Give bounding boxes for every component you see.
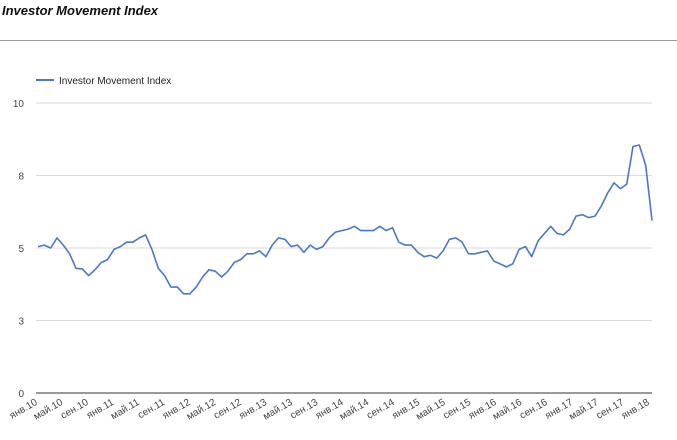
series-layer <box>37 144 653 295</box>
title-divider <box>0 40 677 41</box>
gridlines <box>36 102 652 394</box>
y-tick-label: 5 <box>18 244 24 255</box>
page-title: Investor Movement Index <box>2 3 159 18</box>
y-tick-label: 0 <box>18 389 24 400</box>
y-axis-ticks: 0 3 5 8 10 <box>13 99 25 400</box>
x-tick-label: май.13 <box>261 397 295 423</box>
x-tick-label: май.15 <box>414 397 448 423</box>
x-tick-label: сен.12 <box>212 397 244 422</box>
x-tick-label: сен.14 <box>365 397 397 422</box>
x-tick-label: май.12 <box>185 397 219 423</box>
x-tick-label: сен.16 <box>518 397 550 422</box>
x-tick-label: сен.17 <box>595 397 627 422</box>
y-tick-label: 8 <box>18 172 24 183</box>
x-tick-label: сен.15 <box>442 397 474 422</box>
x-tick-label: май.11 <box>109 397 142 422</box>
x-axis-ticks: янв.10май.10сен.10янв.11май.11сен.11янв.… <box>8 397 652 423</box>
x-tick-label: май.17 <box>567 397 601 423</box>
x-tick-label: сен.10 <box>59 397 91 422</box>
legend: Investor Movement Index <box>36 76 171 87</box>
y-tick-label: 3 <box>18 317 24 328</box>
y-tick-label: 10 <box>13 99 25 110</box>
x-tick-label: янв.18 <box>620 397 652 422</box>
x-tick-label: май.16 <box>491 397 525 423</box>
legend-label: Investor Movement Index <box>59 76 171 87</box>
x-tick-label: май.14 <box>338 397 372 423</box>
series-line <box>37 144 653 295</box>
x-tick-label: сен.11 <box>136 397 167 421</box>
x-tick-label: май.10 <box>32 397 66 423</box>
x-tick-label: сен.13 <box>289 397 321 422</box>
